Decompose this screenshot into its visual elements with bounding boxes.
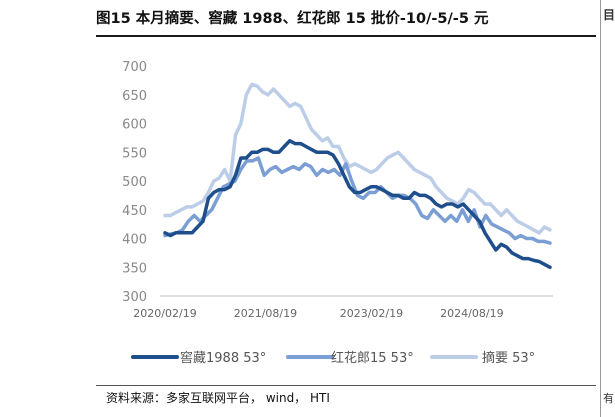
source-rule [96, 385, 596, 386]
y-tick-label: 600 [122, 118, 147, 133]
series-line-2 [163, 156, 552, 245]
x-tick-label: 2024/08/19 [440, 307, 503, 320]
y-tick-label: 700 [122, 60, 147, 75]
figure-title: 图15 本月摘要、窖藏 1988、红花郎 15 批价-10/-5/-5 元 [96, 11, 489, 27]
next-column-fragment: 目 [603, 8, 615, 22]
x-tick-label: 2021/08/19 [234, 307, 297, 320]
y-tick-label: 350 [122, 261, 147, 276]
series-line-1 [163, 139, 552, 270]
series-group [163, 82, 552, 270]
y-axis: 300 350 400 450 500 550 600 650 700 [122, 60, 147, 305]
y-tick-label: 550 [122, 146, 147, 161]
source-note: 资料来源：多家互联网平台， wind， HTI [106, 391, 330, 405]
legend-label: 窖藏1988 53° [180, 350, 266, 366]
x-tick-label: 2020/02/19 [133, 307, 196, 320]
y-tick-label: 500 [122, 175, 147, 190]
x-axis: 2020/02/19 2021/08/19 2023/02/19 2024/08/19 [133, 295, 553, 320]
legend-label: 红花郎15 53° [331, 350, 414, 366]
legend-label: 摘要 53° [482, 350, 535, 366]
y-tick-label: 450 [122, 204, 147, 219]
x-tick-label: 2023/02/19 [340, 307, 403, 320]
next-column-fragment-bottom: 有 [603, 392, 614, 405]
legend: 窖藏1988 53° 红花郎15 53° 摘要 53° [131, 350, 535, 366]
y-tick-label: 650 [122, 89, 147, 104]
title-rule [96, 35, 596, 37]
series-line-3 [163, 82, 552, 235]
page-edge-divider [600, 0, 601, 417]
y-tick-label: 400 [122, 233, 147, 248]
y-tick-label: 300 [122, 290, 147, 305]
